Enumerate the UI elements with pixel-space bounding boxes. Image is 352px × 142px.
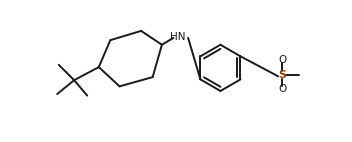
Text: S: S — [278, 70, 286, 80]
Text: O: O — [278, 55, 286, 65]
Text: O: O — [278, 84, 286, 94]
Text: HN: HN — [170, 32, 185, 42]
